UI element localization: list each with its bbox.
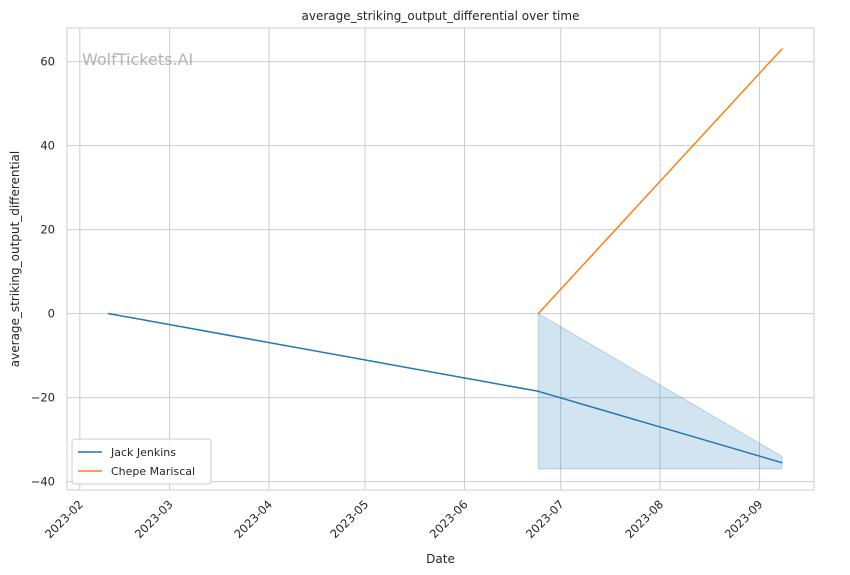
series-lines bbox=[107, 48, 783, 464]
chart-title: average_striking_output_differential ove… bbox=[302, 9, 580, 23]
series-line-0 bbox=[107, 312, 783, 464]
y-axis-ticks: 60 40 20 0 −20 −40 bbox=[31, 55, 55, 489]
y-tick-label: 0 bbox=[48, 307, 55, 321]
legend-box bbox=[71, 438, 212, 485]
y-tick-label: −40 bbox=[31, 475, 55, 489]
legend-label-0: Jack Jenkins bbox=[110, 446, 176, 459]
legend-label-1: Chepe Mariscal bbox=[111, 465, 195, 478]
confidence-bands bbox=[537, 312, 783, 470]
watermark: WolfTickets.AI bbox=[82, 50, 193, 69]
y-tick-label: 40 bbox=[40, 139, 55, 153]
ci-band-0 bbox=[537, 312, 783, 470]
y-tick-label: 60 bbox=[40, 55, 55, 69]
legend: Jack Jenkins Chepe Mariscal bbox=[71, 438, 212, 485]
y-tick-label: 20 bbox=[40, 223, 55, 237]
plot-frame bbox=[66, 27, 815, 491]
y-tick-label: −20 bbox=[31, 391, 55, 405]
y-axis-label: average_striking_output_differential bbox=[8, 151, 22, 367]
grid bbox=[67, 28, 814, 490]
x-axis-label: Date bbox=[426, 552, 455, 566]
series-line-1 bbox=[537, 48, 783, 315]
